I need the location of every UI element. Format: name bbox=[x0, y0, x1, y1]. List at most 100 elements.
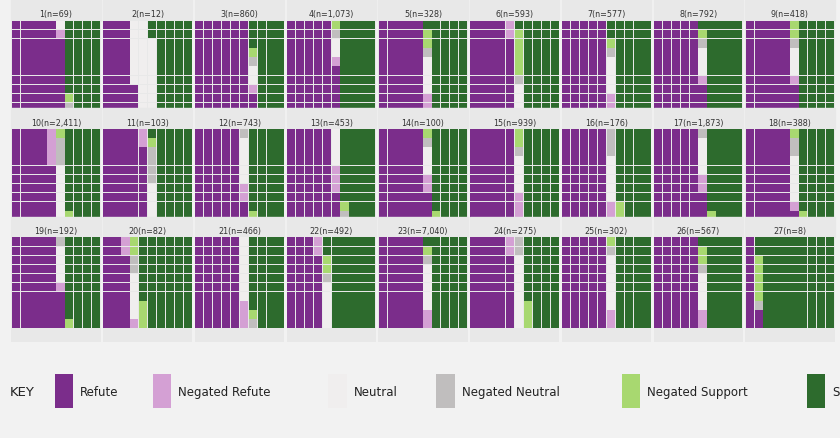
Bar bbox=[690, 49, 698, 57]
Bar bbox=[506, 283, 514, 292]
Bar bbox=[515, 22, 523, 30]
Bar bbox=[480, 203, 487, 211]
Bar bbox=[287, 265, 295, 274]
Bar bbox=[764, 76, 772, 85]
Bar bbox=[276, 175, 284, 184]
Bar bbox=[488, 301, 496, 310]
Bar bbox=[506, 293, 514, 301]
Bar bbox=[423, 283, 432, 292]
Bar bbox=[470, 31, 479, 39]
Bar bbox=[12, 67, 20, 76]
Bar bbox=[589, 175, 597, 184]
Bar bbox=[488, 104, 496, 112]
Bar bbox=[204, 274, 213, 283]
Bar bbox=[571, 247, 580, 255]
Bar bbox=[764, 320, 772, 328]
Bar bbox=[74, 130, 82, 138]
Bar bbox=[359, 130, 366, 138]
Bar bbox=[379, 203, 387, 211]
Bar bbox=[313, 256, 322, 265]
Bar bbox=[92, 311, 100, 319]
Bar bbox=[249, 320, 257, 328]
Bar bbox=[175, 320, 183, 328]
Bar bbox=[184, 194, 192, 202]
Bar bbox=[12, 130, 20, 138]
Bar bbox=[672, 247, 680, 255]
Bar bbox=[195, 194, 203, 202]
Bar bbox=[239, 67, 248, 76]
Bar bbox=[432, 320, 440, 328]
Bar bbox=[542, 293, 550, 301]
Bar bbox=[184, 212, 192, 220]
Bar bbox=[790, 247, 799, 255]
Bar bbox=[524, 203, 533, 211]
Bar bbox=[423, 175, 432, 184]
Bar bbox=[204, 67, 213, 76]
Bar bbox=[323, 301, 331, 310]
Bar bbox=[808, 283, 816, 292]
Bar bbox=[148, 85, 156, 94]
Bar bbox=[515, 320, 523, 328]
Bar bbox=[643, 256, 651, 265]
Bar bbox=[606, 157, 615, 166]
Bar bbox=[103, 95, 112, 103]
Bar bbox=[175, 148, 183, 156]
Bar bbox=[83, 31, 92, 39]
Bar bbox=[633, 40, 642, 49]
Bar bbox=[616, 139, 624, 147]
Bar bbox=[826, 283, 834, 292]
Bar bbox=[470, 184, 479, 193]
Bar bbox=[606, 67, 615, 76]
Bar bbox=[580, 203, 588, 211]
Bar bbox=[340, 139, 349, 147]
Bar bbox=[690, 67, 698, 76]
Bar bbox=[47, 40, 55, 49]
Bar bbox=[542, 311, 550, 319]
Bar bbox=[121, 274, 129, 283]
Bar bbox=[808, 320, 816, 328]
Bar bbox=[432, 301, 440, 310]
Bar bbox=[222, 31, 230, 39]
Bar bbox=[432, 95, 440, 103]
Bar bbox=[258, 104, 266, 112]
Bar bbox=[551, 49, 559, 57]
Bar bbox=[754, 95, 763, 103]
Bar bbox=[157, 247, 165, 255]
Bar bbox=[542, 175, 550, 184]
Bar bbox=[450, 58, 459, 67]
Bar bbox=[606, 283, 615, 292]
Bar bbox=[654, 283, 662, 292]
Bar bbox=[459, 283, 467, 292]
Bar bbox=[305, 148, 313, 156]
Bar bbox=[826, 184, 834, 193]
Bar bbox=[139, 274, 147, 283]
Bar bbox=[506, 194, 514, 202]
Bar bbox=[296, 148, 304, 156]
Bar bbox=[606, 184, 615, 193]
Bar bbox=[39, 49, 47, 57]
Bar bbox=[130, 67, 139, 76]
Bar bbox=[414, 148, 423, 156]
Bar bbox=[616, 238, 624, 246]
Bar bbox=[258, 22, 266, 30]
Bar bbox=[231, 184, 239, 193]
Bar bbox=[450, 166, 459, 175]
Bar bbox=[480, 76, 487, 85]
Bar bbox=[92, 175, 100, 184]
Bar bbox=[204, 76, 213, 85]
Bar bbox=[580, 139, 588, 147]
Bar bbox=[66, 238, 73, 246]
Bar bbox=[672, 139, 680, 147]
Bar bbox=[717, 166, 725, 175]
Bar bbox=[130, 22, 139, 30]
Bar bbox=[66, 40, 73, 49]
Bar bbox=[157, 265, 165, 274]
Bar bbox=[480, 22, 487, 30]
Bar bbox=[459, 104, 467, 112]
Bar bbox=[287, 301, 295, 310]
Bar bbox=[542, 203, 550, 211]
Bar bbox=[20, 265, 29, 274]
Bar bbox=[606, 49, 615, 57]
Bar bbox=[725, 95, 733, 103]
Bar bbox=[47, 247, 55, 255]
